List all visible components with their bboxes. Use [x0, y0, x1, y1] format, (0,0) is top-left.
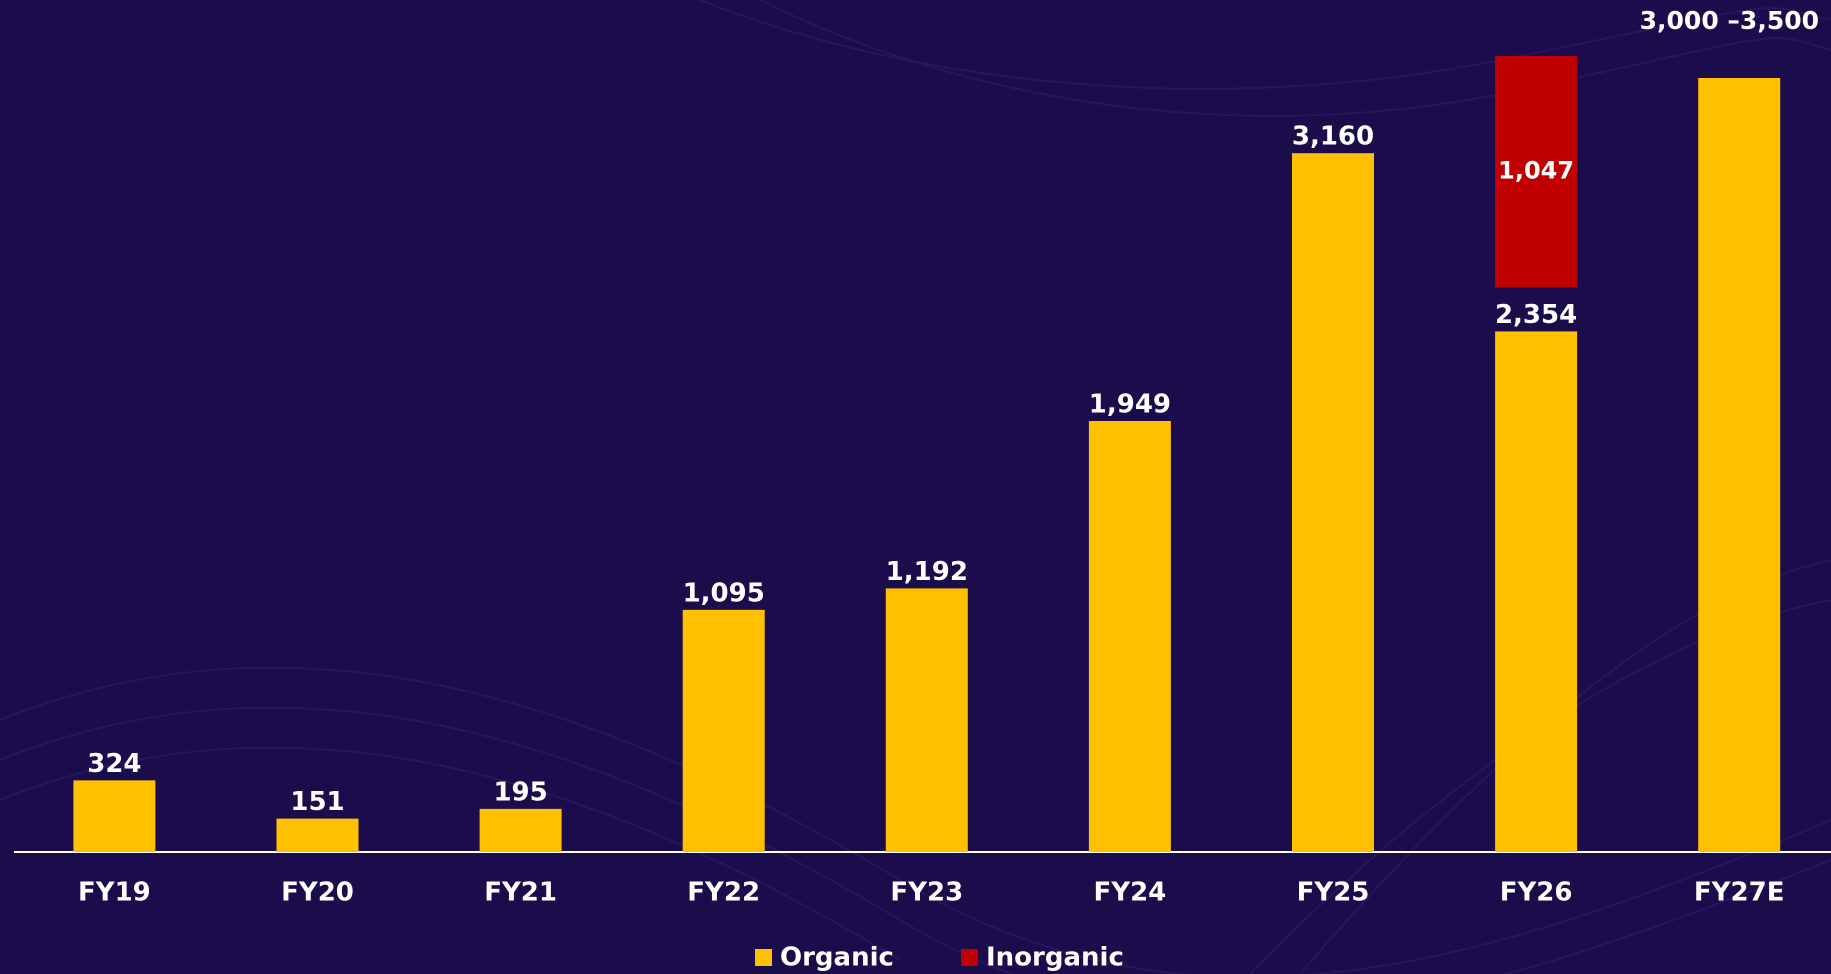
x-tick-label: FY22 — [687, 878, 760, 908]
bar-segment — [73, 780, 156, 852]
x-tick-label: FY26 — [1500, 878, 1573, 908]
x-tick-label: FY24 — [1094, 878, 1167, 908]
value-label: 3,160 — [1292, 122, 1374, 152]
value-label: 195 — [493, 777, 547, 807]
value-label: 151 — [290, 787, 344, 817]
bar-segment — [1698, 78, 1781, 852]
x-tick-label: FY20 — [281, 878, 354, 908]
value-label: 324 — [87, 749, 141, 779]
x-tick-label: FY21 — [484, 878, 557, 908]
bar-segment — [1495, 55, 1578, 288]
bar-segment — [885, 588, 968, 852]
bar-segment — [479, 808, 562, 852]
x-tick-label: FY23 — [890, 878, 963, 908]
bar-segment — [276, 818, 359, 852]
x-tick-label: FY19 — [78, 878, 151, 908]
legend-swatch — [755, 949, 772, 966]
legend-label: Inorganic — [986, 943, 1124, 973]
x-tick-label: FY25 — [1297, 878, 1370, 908]
legend-swatch — [961, 949, 978, 966]
bar-segment — [1292, 153, 1374, 852]
value-label: 1,047 — [1498, 157, 1574, 185]
bar-segment — [682, 609, 765, 852]
value-label: 1,949 — [1089, 389, 1171, 419]
bar-segment — [1495, 331, 1578, 853]
bar-segment — [1088, 420, 1171, 852]
value-label: 3,000 –3,500 — [1640, 6, 1819, 35]
value-label: 1,095 — [683, 578, 765, 608]
value-label: 2,354 — [1495, 300, 1577, 330]
x-tick-label: FY27E — [1694, 878, 1785, 908]
legend-label: Organic — [780, 943, 894, 973]
value-label: 1,192 — [886, 557, 968, 587]
